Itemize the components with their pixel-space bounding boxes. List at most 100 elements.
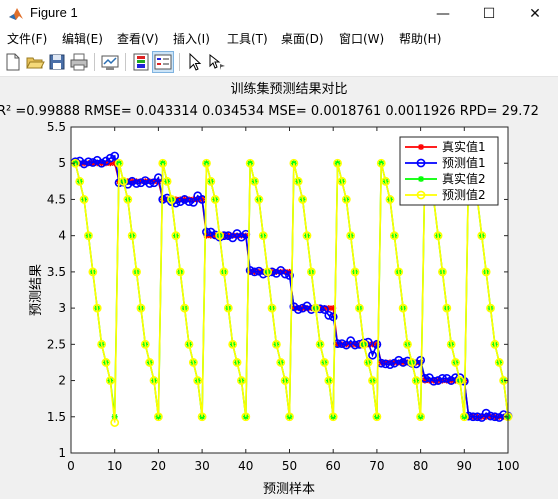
- x-tick-label: 30: [194, 459, 209, 473]
- data-point: [350, 340, 360, 350]
- data-point: [127, 176, 137, 186]
- menu-window[interactable]: 窗口(W): [339, 32, 385, 46]
- menu-file[interactable]: 文件(F): [7, 32, 48, 46]
- minimize-button[interactable]: —: [436, 6, 450, 22]
- new-figure-icon[interactable]: [3, 52, 23, 72]
- data-point: [333, 158, 342, 168]
- legend-marker: [416, 158, 426, 168]
- data-point: [245, 158, 255, 168]
- data-point: [411, 376, 421, 385]
- data-point: [110, 418, 120, 427]
- insert-colorbar-icon[interactable]: [131, 52, 151, 72]
- legend-marker: [418, 144, 424, 150]
- edit-plot-arrow-icon[interactable]: [185, 52, 205, 72]
- print-icon[interactable]: [69, 52, 89, 72]
- menu-desktop[interactable]: 桌面(D): [281, 32, 324, 46]
- data-point: [167, 195, 176, 204]
- legend-label: 预测值2: [442, 187, 486, 202]
- data-point: [136, 178, 146, 188]
- toolbar-separator: [179, 53, 180, 71]
- maximize-button[interactable]: ☐: [482, 6, 496, 22]
- data-point: [219, 267, 229, 277]
- menu-insert[interactable]: 插入(I): [173, 32, 210, 46]
- data-point: [132, 267, 141, 277]
- data-point: [132, 179, 141, 188]
- data-point: [223, 303, 233, 313]
- y-tick-label: 3.5: [47, 265, 66, 279]
- matlab-logo-icon: [9, 8, 23, 20]
- data-point: [341, 195, 351, 204]
- data-point: [477, 231, 487, 241]
- data-point: [193, 376, 203, 385]
- menu-view[interactable]: 查看(V): [117, 32, 159, 46]
- data-point: [385, 195, 395, 204]
- data-point: [473, 412, 482, 422]
- data-point: [280, 269, 290, 279]
- y-axis-label: 预测结果: [29, 264, 44, 316]
- y-tick-label: 2: [58, 374, 66, 388]
- data-point: [359, 339, 369, 349]
- menu-edit[interactable]: 编辑(E): [62, 32, 103, 46]
- data-point: [455, 376, 465, 385]
- data-point: [84, 231, 93, 241]
- data-point: [324, 310, 334, 320]
- data-point: [320, 358, 329, 367]
- data-point: [271, 339, 281, 349]
- data-point: [254, 195, 264, 204]
- data-point: [228, 339, 238, 349]
- data-point: [324, 376, 334, 385]
- data-point: [84, 157, 93, 167]
- data-point: [276, 358, 286, 367]
- data-point: [97, 339, 106, 349]
- close-button[interactable]: ✕: [529, 6, 541, 22]
- data-point: [145, 179, 155, 188]
- data-point: [237, 376, 246, 385]
- data-point: [438, 373, 447, 383]
- save-icon[interactable]: [47, 52, 67, 72]
- data-point: [298, 303, 308, 313]
- data-point: [97, 158, 106, 168]
- menu-tools[interactable]: 工具(T): [227, 32, 268, 46]
- toolbar-separator: [125, 53, 126, 71]
- data-point: [398, 358, 408, 367]
- data-point: [442, 303, 452, 313]
- data-point: [346, 336, 356, 346]
- data-point: [368, 376, 377, 385]
- data-point: [363, 358, 373, 367]
- data-point: [363, 337, 373, 347]
- chart-title: 训练集预测结果对比: [230, 81, 347, 97]
- x-tick-label: 20: [151, 459, 166, 473]
- data-point: [184, 197, 194, 207]
- data-point: [127, 231, 137, 241]
- data-point: [245, 266, 255, 275]
- data-point: [215, 231, 224, 241]
- data-point: [416, 412, 425, 422]
- data-point: [171, 231, 181, 241]
- data-point: [175, 267, 185, 277]
- data-point: [477, 413, 487, 422]
- data-point: [92, 303, 102, 313]
- open-file-icon[interactable]: [25, 52, 45, 72]
- data-point: [258, 231, 268, 241]
- data-point: [206, 176, 216, 186]
- data-point: [407, 358, 417, 367]
- menu-bar: 文件(F) 编辑(E) 查看(V) 插入(I) 工具(T) 桌面(D) 窗口(W…: [0, 28, 558, 48]
- data-point: [490, 339, 500, 349]
- x-tick-label: 60: [326, 459, 341, 473]
- data-point: [398, 303, 408, 313]
- data-point: [486, 303, 495, 313]
- menu-help[interactable]: 帮助(H): [399, 32, 442, 46]
- insert-legend-icon[interactable]: [152, 51, 174, 73]
- figure-canvas: 0 10 20 30 40 50 60 70 80 90 100 1 1.5 2 2.5 3 3.5 4 4.5 5 5…: [0, 77, 558, 499]
- data-point: [446, 339, 456, 349]
- data-point: [381, 176, 391, 186]
- data-point: [105, 153, 115, 163]
- x-tick-label: 80: [413, 459, 428, 473]
- data-point: [302, 231, 312, 241]
- data-point: [385, 360, 395, 370]
- data-point: [202, 158, 211, 168]
- data-point: [202, 227, 211, 237]
- legend-label: 真实值2: [442, 171, 486, 186]
- link-plot-icon[interactable]: [100, 52, 120, 72]
- data-cursor-icon[interactable]: [207, 52, 227, 72]
